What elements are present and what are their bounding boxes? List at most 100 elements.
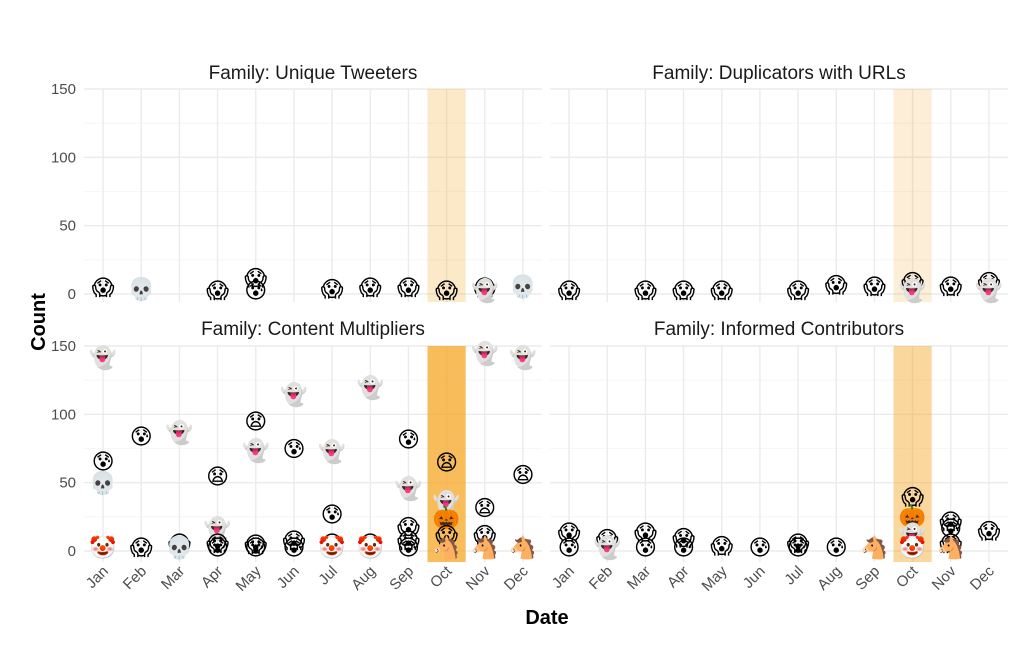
emoji-point-scream: 😱	[321, 532, 344, 557]
y-tick-label: 50	[59, 218, 76, 235]
emoji-point-scream: 😱	[710, 279, 733, 304]
emoji-point-anxious: 😰	[321, 503, 344, 528]
emoji-point-scream: 😱	[282, 529, 305, 554]
highlight-band	[427, 346, 466, 562]
emoji-point-clown: 🤡	[318, 535, 345, 561]
emoji-point-scream: 😱	[473, 276, 496, 301]
x-tick-label: Jan	[83, 563, 112, 592]
panel-title: Family: Unique Tweeters	[209, 63, 418, 84]
emoji-point-anxious: 😰	[787, 536, 810, 561]
emoji-point-anxious: 😰	[397, 536, 420, 561]
x-tick-label: Nov	[929, 562, 960, 593]
emoji-point-skull: 💀	[509, 274, 536, 300]
emoji-point-scream: 😱	[596, 528, 619, 553]
emoji-point-anxious: 😰	[282, 536, 305, 561]
facet-panel: Family: Content Multipliers 0 50 100 150 Jan F…	[51, 319, 542, 595]
x-tick-label: Dec	[501, 562, 532, 593]
emoji-point-anxious: 😰	[634, 536, 657, 561]
emoji-point-ghost: 👻	[89, 344, 116, 371]
emoji-point-skull: 💀	[128, 277, 155, 303]
emoji-point-horse: 🐴	[861, 535, 888, 561]
emoji-point-scream: 😱	[634, 521, 657, 546]
x-tick-label: Feb	[120, 563, 150, 593]
emoji-point-ghost: 👻	[471, 277, 498, 304]
emoji-point-scream: 😱	[672, 279, 695, 304]
x-tick-label: Jun	[740, 563, 769, 592]
emoji-point-anxious: 😰	[939, 517, 962, 542]
x-tick-label: Mar	[624, 563, 654, 593]
y-tick-label: 100	[51, 406, 76, 423]
y-tick-label: 150	[51, 81, 76, 98]
emoji-point-ghost: 👻	[318, 438, 345, 465]
x-tick-label: Jan	[549, 563, 578, 592]
emoji-point-horse: 🐴	[433, 535, 460, 561]
emoji-point-clown: 🤡	[899, 535, 926, 561]
emoji-point-ghost: 👻	[395, 475, 422, 502]
panel-title: Family: Duplicators with URLs	[652, 63, 905, 84]
emoji-point-scream: 😱	[787, 532, 810, 557]
y-tick-label: 0	[68, 286, 76, 303]
emoji-point-scream: 😱	[901, 271, 924, 296]
emoji-point-skull: 💀	[166, 535, 193, 561]
y-tick-label: 0	[68, 543, 76, 560]
emoji-point-scream: 😱	[397, 529, 420, 554]
x-tick-label: Sep	[386, 563, 417, 594]
emoji-point-scream: 😱	[359, 532, 382, 557]
highlight-band	[427, 89, 466, 302]
emoji-point-scream: 😱	[206, 532, 229, 557]
emoji-point-ghost: 👻	[471, 340, 498, 367]
emoji-point-scream: 😱	[558, 279, 581, 304]
emoji-point-anxious: 😰	[244, 536, 267, 561]
x-tick-label: Mar	[158, 563, 188, 593]
emoji-point-anxious: 😰	[672, 536, 695, 561]
x-tick-label: Nov	[463, 562, 494, 593]
emoji-point-scream: 😱	[359, 276, 382, 301]
emoji-point-ghost: 👻	[899, 277, 926, 304]
emoji-point-anxious: 😰	[748, 536, 771, 561]
x-tick-label: Jun	[274, 563, 303, 592]
emoji-point-scream: 😱	[558, 521, 581, 546]
emoji-point-scream: 😱	[244, 533, 267, 558]
x-tick-label: Apr	[664, 563, 693, 592]
emoji-point-horse: 🐴	[937, 535, 964, 561]
emoji-point-scream: 😱	[206, 279, 229, 304]
emoji-point-ghost: 👻	[899, 522, 926, 549]
y-tick-label: 50	[59, 475, 76, 492]
emoji-point-frown: 😧	[435, 451, 458, 476]
emoji-point-ghost: 👻	[357, 374, 384, 401]
emoji-point-scream: 😱	[977, 271, 1000, 296]
emoji-point-scream: 😱	[901, 485, 924, 510]
emoji-point-anxious: 😰	[130, 425, 153, 450]
x-tick-label: Jul	[315, 563, 341, 589]
emoji-point-scream: 😱	[473, 524, 496, 549]
x-tick-label: Oct	[427, 562, 456, 591]
x-tick-label: May	[233, 562, 265, 594]
emoji-point-anxious: 😰	[244, 279, 267, 304]
y-tick-label: 100	[51, 149, 76, 166]
emoji-point-scream: 😱	[939, 510, 962, 535]
emoji-point-ghost: 👻	[204, 515, 231, 542]
emoji-point-frown: 😧	[473, 496, 496, 521]
emoji-point-anxious: 😰	[92, 450, 115, 475]
emoji-point-scream: 😱	[92, 276, 115, 301]
panel-title: Family: Informed Contributors	[654, 319, 904, 340]
emoji-point-anxious: 😰	[397, 428, 420, 453]
emoji-point-scream: 😱	[710, 535, 733, 560]
y-axis-title: Count	[28, 293, 50, 351]
x-tick-label: Feb	[586, 563, 616, 593]
highlight-band	[893, 89, 932, 302]
emoji-point-frown: 😧	[511, 463, 534, 488]
emoji-point-scream: 😱	[168, 532, 191, 557]
emoji-point-frown: 😧	[244, 410, 267, 435]
x-tick-label: May	[699, 562, 731, 594]
emoji-point-anxious: 😰	[206, 536, 229, 561]
emoji-point-anxious: 😰	[558, 536, 581, 561]
emoji-point-clown: 🤡	[89, 535, 116, 561]
panel-title: Family: Content Multipliers	[201, 319, 425, 340]
x-tick-label: Dec	[967, 562, 998, 593]
emoji-point-ghost: 👻	[594, 534, 621, 561]
emoji-point-ghost: 👻	[975, 277, 1002, 304]
